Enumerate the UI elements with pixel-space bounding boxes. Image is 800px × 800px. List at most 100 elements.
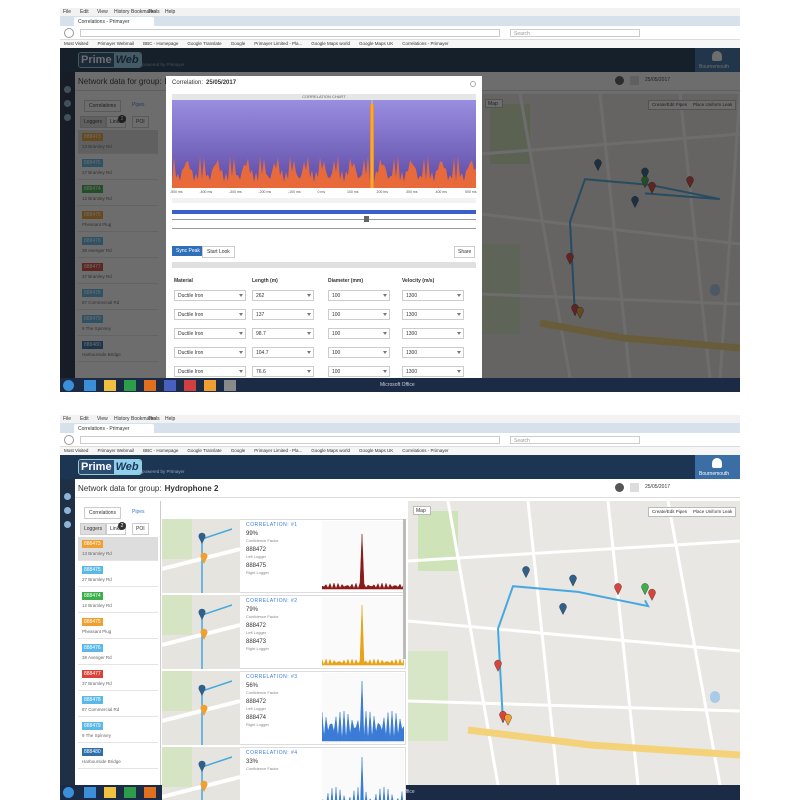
bookmark[interactable]: Most Visited bbox=[64, 448, 89, 453]
menu-item[interactable]: Bookmarks bbox=[131, 9, 157, 15]
menu-item[interactable]: Bookmarks bbox=[131, 416, 157, 422]
menu-item[interactable]: File bbox=[63, 9, 72, 15]
taskbar-app[interactable] bbox=[124, 787, 136, 798]
logger-address: 9 The Spinney bbox=[82, 733, 111, 738]
back-button[interactable] bbox=[64, 435, 74, 445]
material-select[interactable]: Ductile Iron bbox=[174, 366, 246, 377]
panel-tab[interactable]: Pipes bbox=[132, 509, 145, 515]
bookmark[interactable]: Correlations - Primayer bbox=[402, 448, 449, 453]
side-icon[interactable] bbox=[64, 521, 71, 528]
input-field[interactable]: 137 bbox=[252, 309, 314, 320]
share-button[interactable]: Share bbox=[454, 246, 476, 258]
material-select[interactable]: Ductile Iron bbox=[174, 328, 246, 339]
browser-tab[interactable]: Correlations - Primayer bbox=[74, 17, 154, 26]
look-button[interactable]: Start Look bbox=[202, 246, 235, 258]
menu-item[interactable]: History bbox=[114, 9, 130, 15]
input-field[interactable]: 262 bbox=[252, 290, 314, 301]
menu-item[interactable]: View bbox=[97, 9, 108, 15]
input-field[interactable]: 100 bbox=[328, 347, 390, 358]
menu-item[interactable]: Tools bbox=[148, 416, 160, 422]
sync-button[interactable]: Sync Peak bbox=[172, 246, 204, 256]
taskbar-app[interactable] bbox=[164, 380, 176, 391]
taskbar-app[interactable] bbox=[144, 787, 156, 798]
bookmark[interactable]: Google bbox=[230, 448, 246, 453]
search-box[interactable]: Search bbox=[510, 29, 640, 37]
sub-tab[interactable]: POI bbox=[132, 523, 149, 535]
input-field[interactable]: 1300 bbox=[402, 309, 464, 320]
bookmark[interactable]: Most Visited bbox=[64, 41, 89, 46]
bookmark[interactable]: Google Maps world bbox=[311, 448, 350, 453]
start-button[interactable] bbox=[63, 380, 74, 391]
slider-thumb[interactable] bbox=[364, 216, 369, 222]
card-map bbox=[162, 671, 240, 745]
search-box[interactable]: Search bbox=[510, 436, 640, 444]
field-arrow bbox=[307, 332, 311, 335]
address-bar[interactable] bbox=[80, 436, 500, 444]
input-field[interactable]: 1300 bbox=[402, 347, 464, 358]
bookmark[interactable]: Primayer Limited - Pla... bbox=[254, 448, 303, 453]
input-field[interactable]: 100 bbox=[328, 328, 390, 339]
taskbar-app[interactable] bbox=[224, 380, 236, 391]
menu-item[interactable]: Edit bbox=[80, 9, 89, 15]
input-field[interactable]: 76.6 bbox=[252, 366, 314, 377]
menu-item[interactable]: Edit bbox=[80, 416, 89, 422]
side-icon[interactable] bbox=[64, 493, 71, 500]
app-header bbox=[60, 455, 740, 479]
menu-item[interactable]: File bbox=[63, 416, 72, 422]
browser-tab[interactable]: Correlations - Primayer bbox=[74, 424, 154, 433]
side-icon[interactable] bbox=[64, 507, 71, 514]
map-option[interactable]: Place Uniform Leak bbox=[693, 509, 733, 514]
menu-item[interactable]: Help bbox=[165, 9, 176, 15]
sub-tab[interactable]: Loggers bbox=[80, 523, 107, 535]
taskbar-app[interactable] bbox=[84, 787, 96, 798]
bookmark[interactable]: Google Translate bbox=[187, 41, 222, 46]
input-field[interactable]: 1300 bbox=[402, 328, 464, 339]
bookmark[interactable]: BBC - Homepage bbox=[143, 448, 179, 453]
scrollbar bbox=[403, 519, 406, 659]
map-option[interactable]: Create/Edit Pipes bbox=[652, 509, 688, 514]
menu-item[interactable]: History bbox=[114, 416, 130, 422]
bookmark[interactable]: Google Maps world bbox=[311, 41, 350, 46]
card-map bbox=[162, 595, 240, 669]
input-field[interactable]: 100 bbox=[328, 290, 390, 301]
taskbar-app[interactable] bbox=[104, 787, 116, 798]
bookmark[interactable]: BBC - Homepage bbox=[143, 41, 179, 46]
menu-item[interactable]: Tools bbox=[148, 9, 160, 15]
material-select[interactable]: Ductile Iron bbox=[174, 309, 246, 320]
taskbar-app[interactable] bbox=[104, 380, 116, 391]
back-button[interactable] bbox=[64, 28, 74, 38]
logger-address: 13 Bramley Rd bbox=[82, 551, 112, 556]
bookmark[interactable]: Google bbox=[230, 41, 246, 46]
material-select[interactable]: Ductile Iron bbox=[174, 290, 246, 301]
bookmark[interactable]: Primayer Limited - Pla... bbox=[254, 41, 303, 46]
input-field[interactable]: 98.7 bbox=[252, 328, 314, 339]
taskbar-app[interactable] bbox=[84, 380, 96, 391]
start-button[interactable] bbox=[63, 787, 74, 798]
panel-tab[interactable]: Correlations bbox=[84, 507, 121, 519]
card-left-logger: 888472 bbox=[246, 547, 267, 553]
input-field[interactable]: 104.7 bbox=[252, 347, 314, 358]
bookmark[interactable]: Google Maps UK bbox=[359, 448, 394, 453]
input-field[interactable]: 1300 bbox=[402, 290, 464, 301]
taskbar-app[interactable] bbox=[204, 380, 216, 391]
bookmark[interactable]: Primayer Webmail bbox=[97, 448, 135, 453]
address-bar[interactable] bbox=[80, 29, 500, 37]
input-field[interactable]: 1300 bbox=[402, 366, 464, 377]
menu-item[interactable]: View bbox=[97, 416, 108, 422]
bookmark[interactable]: Correlations - Primayer bbox=[402, 41, 449, 46]
column-header: Length (m) bbox=[252, 278, 278, 284]
calendar-button[interactable] bbox=[630, 483, 639, 492]
settings-button[interactable] bbox=[615, 483, 624, 492]
input-field[interactable]: 100 bbox=[328, 309, 390, 320]
card-chart bbox=[322, 521, 404, 591]
bookmark[interactable]: Google Translate bbox=[187, 448, 222, 453]
menu-item[interactable]: Help bbox=[165, 416, 176, 422]
bookmark[interactable]: Primayer Webmail bbox=[97, 41, 135, 46]
input-field[interactable]: 100 bbox=[328, 366, 390, 377]
taskbar-app[interactable] bbox=[124, 380, 136, 391]
material-select[interactable]: Ductile Iron bbox=[174, 347, 246, 358]
bookmark[interactable]: Google Maps UK bbox=[359, 41, 394, 46]
taskbar-app[interactable] bbox=[144, 380, 156, 391]
taskbar-app[interactable] bbox=[184, 380, 196, 391]
close-button[interactable] bbox=[470, 81, 476, 87]
